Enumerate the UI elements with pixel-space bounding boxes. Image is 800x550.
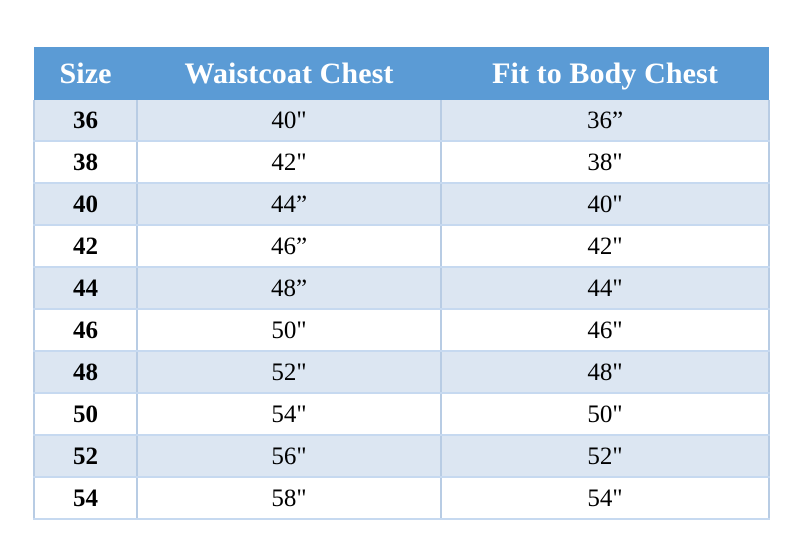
- table-row: 38 42" 38": [33, 141, 770, 184]
- cell-waistcoat_chest: 46”: [137, 225, 442, 268]
- cell-fit_to_body_chest: 42": [441, 225, 770, 268]
- cell-fit_to_body_chest: 48": [441, 351, 770, 394]
- table-row: 44 48” 44": [33, 267, 770, 310]
- cell-waistcoat_chest: 42": [137, 141, 442, 184]
- cell-fit_to_body_chest: 40": [441, 183, 770, 226]
- cell-size: 42: [33, 225, 138, 268]
- cell-fit_to_body_chest: 46": [441, 309, 770, 352]
- cell-size: 54: [33, 477, 138, 520]
- cell-waistcoat_chest: 52": [137, 351, 442, 394]
- cell-size: 50: [33, 393, 138, 436]
- cell-fit_to_body_chest: 36”: [441, 100, 770, 142]
- cell-fit_to_body_chest: 50": [441, 393, 770, 436]
- cell-fit_to_body_chest: 38": [441, 141, 770, 184]
- cell-waistcoat_chest: 58": [137, 477, 442, 520]
- cell-waistcoat_chest: 44”: [137, 183, 442, 226]
- cell-size: 36: [33, 100, 138, 142]
- cell-size: 46: [33, 309, 138, 352]
- table-row: 48 52" 48": [33, 351, 770, 394]
- cell-size: 48: [33, 351, 138, 394]
- column-header-waistcoat-chest: Waistcoat Chest: [137, 47, 441, 100]
- cell-waistcoat_chest: 54": [137, 393, 442, 436]
- table-row: 50 54" 50": [33, 393, 770, 436]
- cell-fit_to_body_chest: 44": [441, 267, 770, 310]
- table-row: 46 50" 46": [33, 309, 770, 352]
- cell-fit_to_body_chest: 54": [441, 477, 770, 520]
- table-row: 40 44” 40": [33, 183, 770, 226]
- column-header-size: Size: [34, 47, 137, 100]
- cell-waistcoat_chest: 40": [137, 100, 442, 142]
- table-row: 52 56" 52": [33, 435, 770, 478]
- table-body: 36 40" 36” 38 42" 38" 40 44” 40" 42 46” 42" 44 48” 44"…: [33, 100, 770, 520]
- column-header-fit-to-body-chest: Fit to Body Chest: [441, 47, 769, 100]
- cell-waistcoat_chest: 56": [137, 435, 442, 478]
- cell-waistcoat_chest: 48”: [137, 267, 442, 310]
- table-row: 36 40" 36”: [33, 100, 770, 142]
- cell-waistcoat_chest: 50": [137, 309, 442, 352]
- table-header: Size Waistcoat Chest Fit to Body Chest: [34, 47, 769, 100]
- table-row: 54 58" 54": [33, 477, 770, 520]
- header-row: Size Waistcoat Chest Fit to Body Chest: [34, 47, 769, 100]
- size-chart-table: Size Waistcoat Chest Fit to Body Chest 3…: [33, 47, 770, 520]
- cell-fit_to_body_chest: 52": [441, 435, 770, 478]
- cell-size: 40: [33, 183, 138, 226]
- cell-size: 44: [33, 267, 138, 310]
- cell-size: 38: [33, 141, 138, 184]
- cell-size: 52: [33, 435, 138, 478]
- table-row: 42 46” 42": [33, 225, 770, 268]
